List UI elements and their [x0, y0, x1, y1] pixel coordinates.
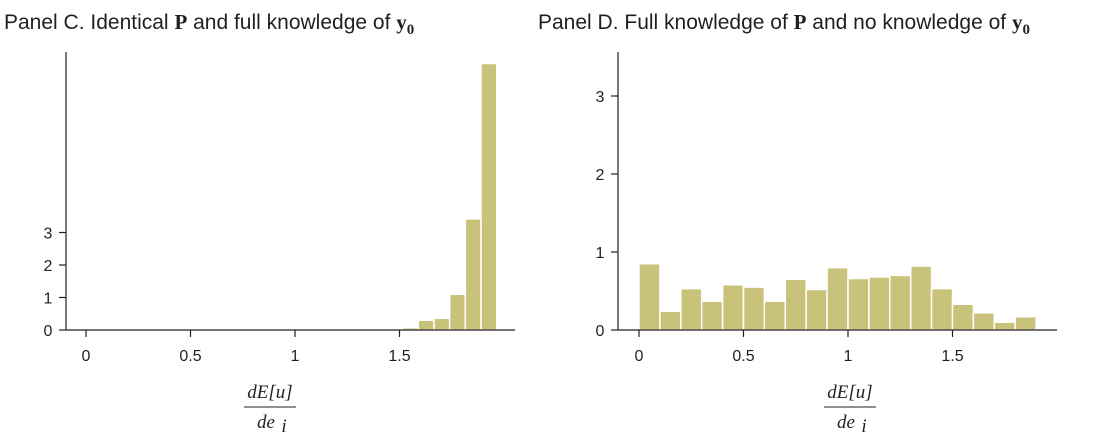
panel-d-title-bold-y: y [1011, 10, 1023, 34]
panel-c-x-tick-label-3: 1.5 [388, 348, 410, 365]
panel-c-y-tick-label-2: 2 [44, 258, 53, 275]
panel-d-bar-2 [680, 287, 703, 331]
panel-d-y-tick-label-1: 1 [596, 245, 605, 262]
panel-c-title-bold-y: y [396, 10, 407, 34]
panel-d-bar-0 [638, 262, 661, 331]
panel-c-bar-7 [464, 218, 482, 331]
panel-d-y-tick-label-3: 3 [596, 89, 605, 106]
panel-d-bar-13 [909, 265, 933, 331]
panel-c-y-tick-label-0: 0 [44, 323, 53, 340]
panel-c-bar-6 [448, 293, 467, 331]
panel-d-bar-4 [721, 284, 745, 331]
panel-d-bar-8 [805, 288, 828, 331]
panel-d-bar-17 [993, 321, 1016, 331]
panel-d-bar-1 [659, 310, 682, 331]
panel-d-x-tick-label-2: 1 [844, 348, 853, 365]
panel-d-xlabel-denominator: de [837, 412, 855, 433]
panel-c-title: Panel C. Identical P and full knowledge … [4, 10, 414, 39]
panel-c-x-tick-label-0: 0 [82, 348, 91, 365]
panel-d-title-prefix: Panel D. Full knowledge of [538, 11, 794, 34]
panel-d-xlabel-numerator: dE[u] [827, 382, 872, 403]
panel-c-chart: 0 0.5 1 1.5 0 1 2 3 dE[u] de i [44, 52, 515, 437]
panel-d-x-tick-label-3: 1.5 [941, 348, 963, 365]
panel-d-chart: 0 0.5 1 1.5 0 1 2 3 dE[u] de i [596, 52, 1057, 437]
panel-d-bar-9 [826, 266, 849, 331]
panel-c-x-tick-label-2: 1 [291, 348, 300, 365]
panel-c-xlabel-denominator: de [257, 412, 275, 433]
panel-c-bar-4 [417, 319, 435, 331]
panel-d-bar-15 [951, 303, 975, 331]
panel-d-bar-10 [847, 277, 870, 331]
panel-d-y-tick-label-2: 2 [596, 167, 605, 184]
panel-c-xlabel-numerator: dE[u] [247, 382, 292, 403]
panel-d-x-tick-label-1: 0.5 [732, 348, 754, 365]
panel-d-bar-12 [889, 274, 912, 331]
panel-d-y-tick-label-0: 0 [596, 323, 605, 340]
panel-d-title-sub: 0 [1022, 22, 1030, 39]
panel-c-y-tick-label-3: 3 [44, 226, 53, 243]
panel-d-bar-11 [868, 276, 891, 331]
panel-d-bar-6 [763, 300, 787, 331]
panel-d-bar-7 [784, 278, 807, 331]
panel-c-title-sub: 0 [406, 22, 415, 39]
panel-c-y-tick-label-1: 1 [44, 291, 53, 308]
panel-d-title: Panel D. Full knowledge of P and no know… [538, 10, 1030, 39]
panel-c-title-bold-p: P [174, 10, 188, 34]
panel-d-bar-18 [1014, 315, 1037, 331]
panel-c-title-prefix: Panel C. Identical [4, 11, 175, 34]
panel-d-bar-16 [972, 312, 996, 331]
panel-c-xlabel-denominator-sub: i [281, 416, 286, 437]
panel-d-bar-3 [700, 300, 724, 331]
panel-d-title-middle: and no knowledge of [806, 11, 1012, 34]
panel-d-x-tick-label-0: 0 [635, 348, 644, 365]
panel-d-xlabel-denominator-sub: i [861, 416, 866, 437]
panel-d-bar-5 [742, 286, 766, 331]
panel-c-bar-5 [433, 317, 451, 331]
panel-c-x-tick-label-1: 0.5 [179, 348, 201, 365]
panel-c-title-middle: and full knowledge of [187, 11, 397, 34]
panel-d-title-bold-p: P [793, 10, 807, 34]
panel-c-bar-8 [480, 62, 498, 331]
panel-d-bar-14 [930, 287, 954, 331]
